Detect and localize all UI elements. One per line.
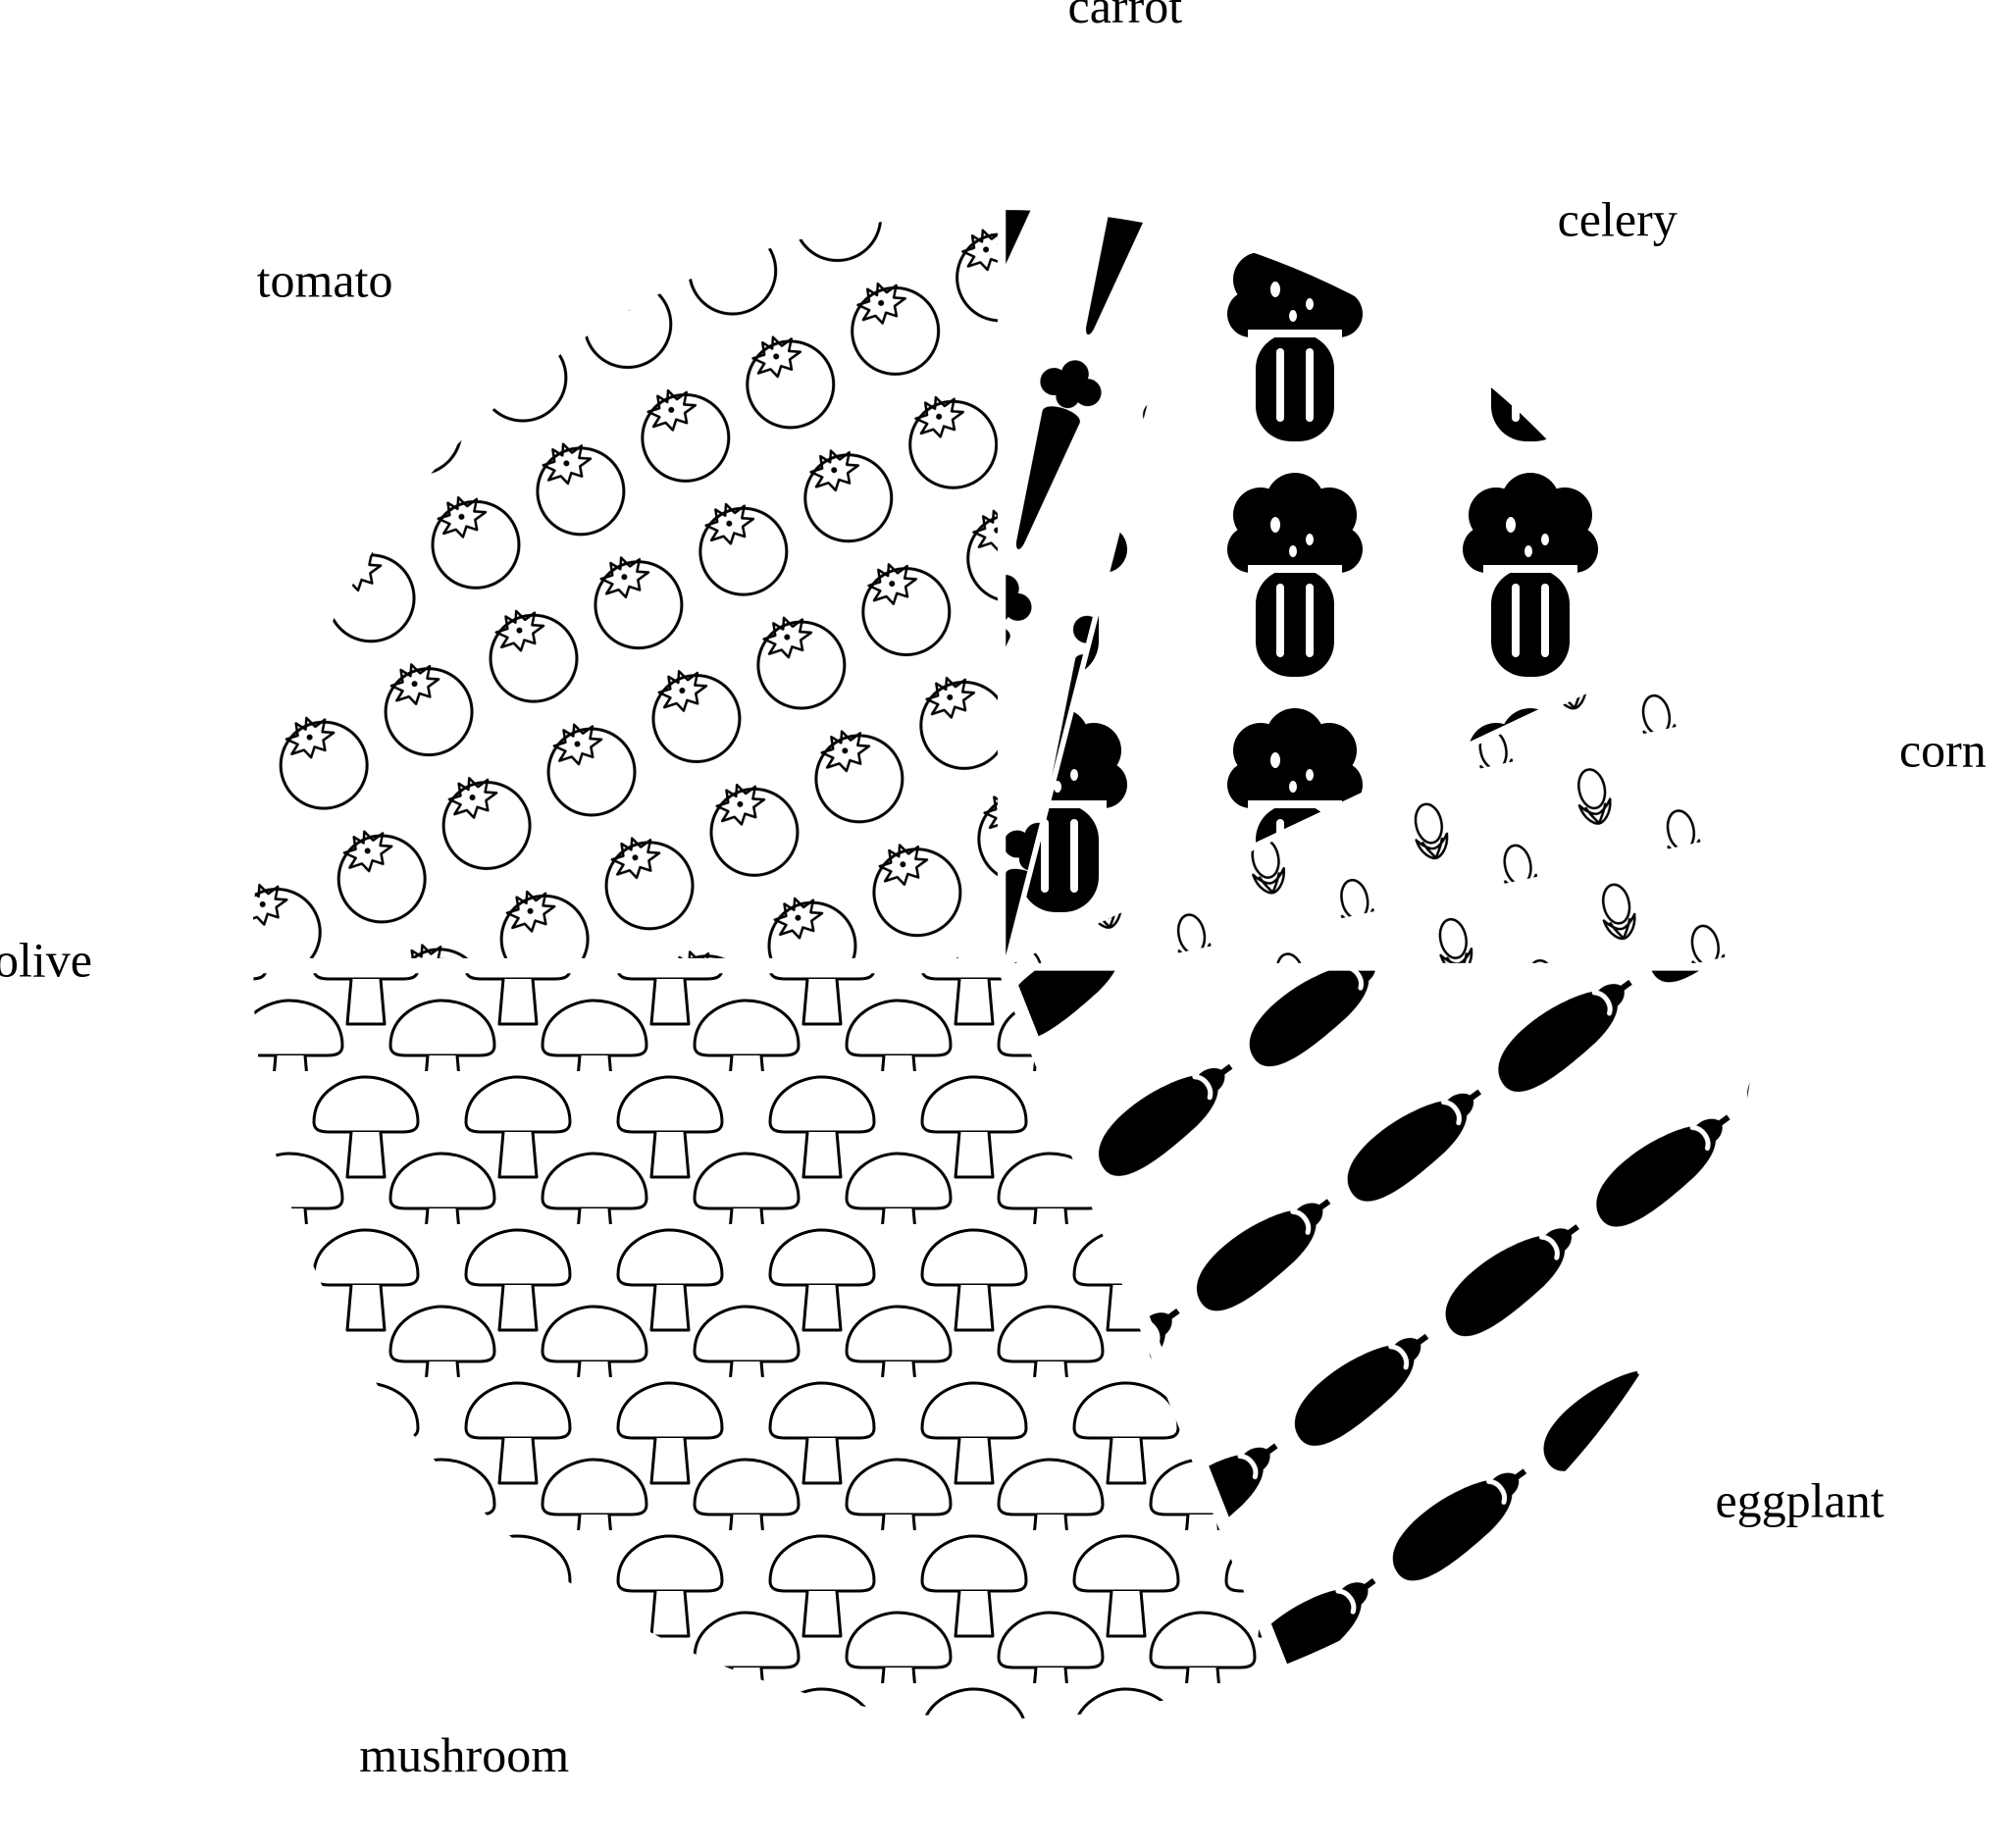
slice-label-mushroom: mushroom: [359, 1727, 569, 1782]
slice-label-eggplant: eggplant: [1715, 1472, 1884, 1527]
slice-label-corn: corn: [1899, 723, 1987, 778]
slice-label-celery: celery: [1558, 191, 1678, 246]
pie-slices: [252, 210, 1760, 1719]
pie-slice-tomato: [252, 213, 998, 958]
slice-label-tomato: tomato: [257, 253, 393, 308]
slice-label-carrot: carrot: [1068, 0, 1183, 33]
slice-label-olive: olive: [0, 932, 92, 987]
